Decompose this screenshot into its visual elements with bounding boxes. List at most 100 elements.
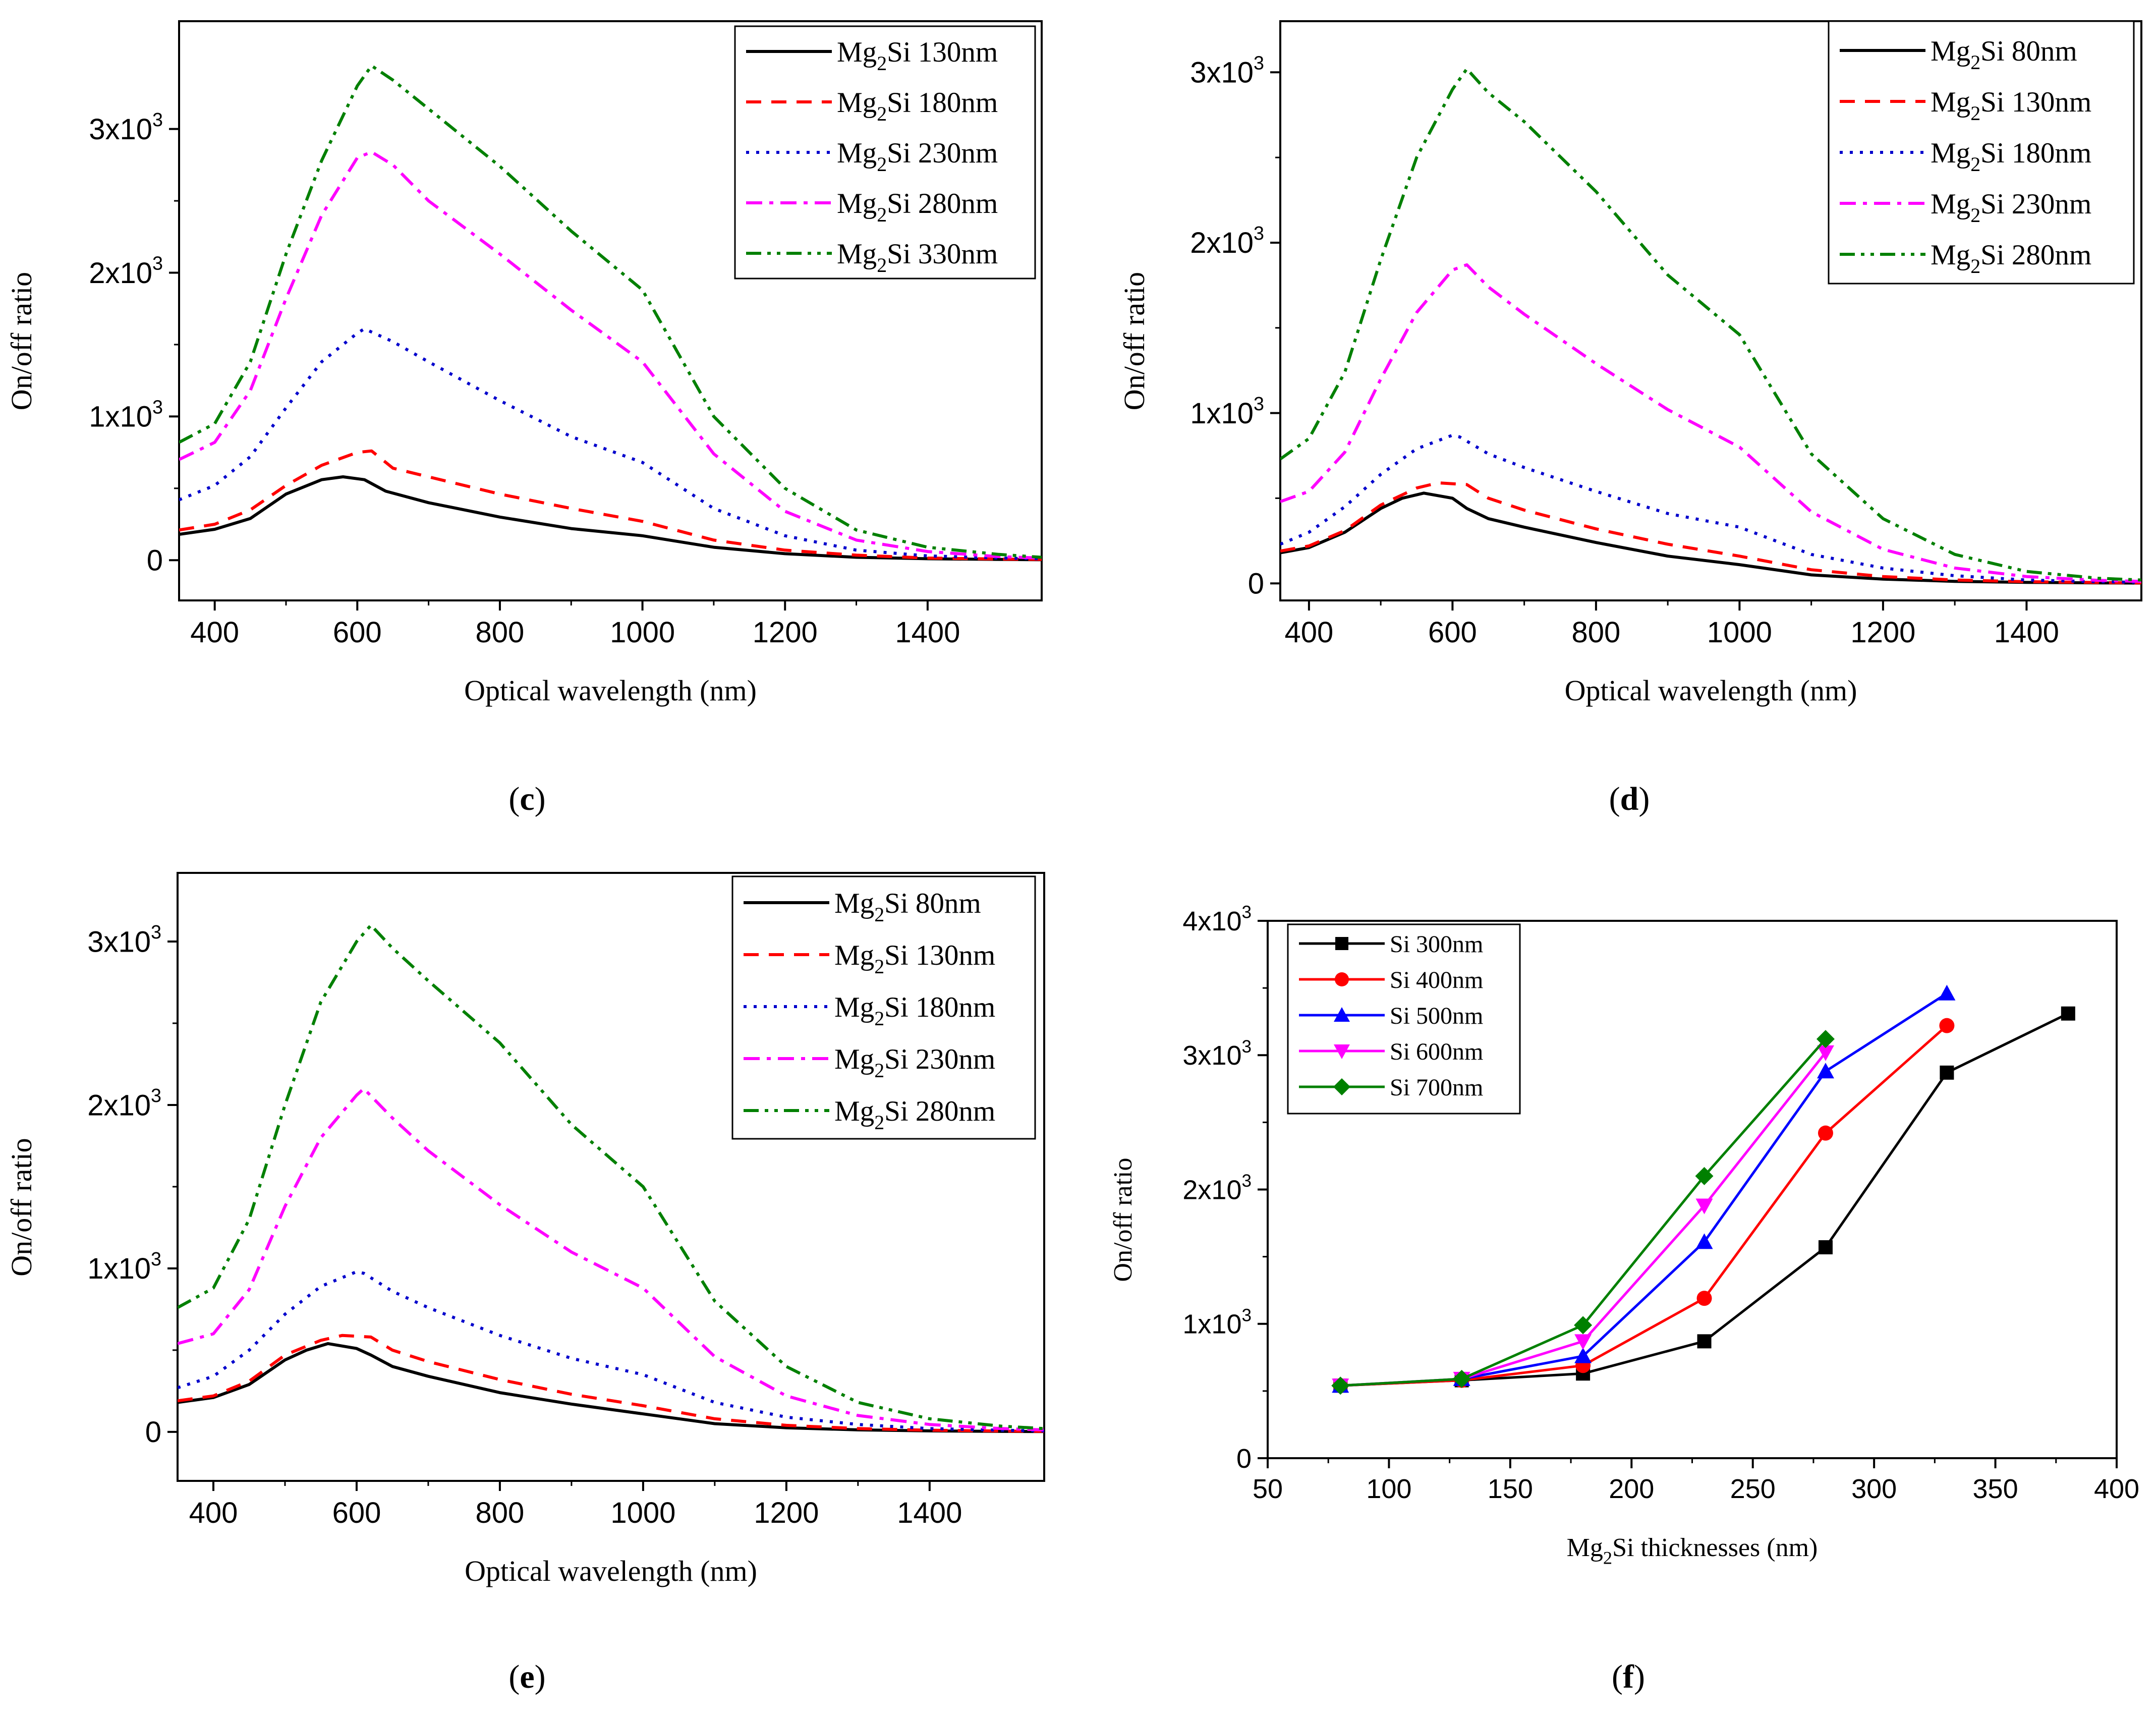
x-tick-label: 100 <box>1366 1474 1411 1504</box>
y-tick-label: 3x103 <box>89 109 163 146</box>
x-tick-label: 350 <box>1973 1474 2018 1504</box>
y-tick-label: 0 <box>145 1416 161 1449</box>
legend-label-0: Mg2Si 130nm <box>837 36 998 75</box>
series-line-4 <box>179 64 1042 559</box>
x-tick-label: 800 <box>1572 616 1621 649</box>
legend-label-3: Mg2Si 280nm <box>837 188 998 226</box>
plot-frame <box>178 20 1043 601</box>
legend: Mg2Si 80nm Mg2Si 130nm Mg2Si 180nm Mg2Si 23… <box>731 875 1036 1140</box>
legend-box <box>1828 20 2135 285</box>
y-tick-label: 0 <box>1236 1444 1252 1474</box>
chart-panel-f: 50 100 150 200 250 300 350 400 0 1x103 2x103 3x103 4… <box>1109 903 2139 1695</box>
legend-marker-3 <box>1334 1044 1350 1059</box>
series-line-2 <box>179 327 1042 561</box>
y-tick-label: 0 <box>1248 568 1264 600</box>
x-tick-label: 400 <box>1285 616 1334 649</box>
y-tick-label: 3x103 <box>1182 1037 1252 1071</box>
legend-label-4: Mg2Si 280nm <box>1931 239 2091 278</box>
y-tick-label: 1x103 <box>1190 393 1264 430</box>
series-line-1 <box>179 449 1042 561</box>
data-point-0 <box>2061 1006 2075 1021</box>
data-point-3 <box>1695 1198 1713 1214</box>
panel-caption: (d) <box>1609 781 1650 817</box>
series-line-3 <box>1280 263 2141 583</box>
legend-label-2: Mg2Si 180nm <box>834 991 995 1030</box>
y-axis-label: On/off ratio <box>1109 1158 1138 1282</box>
legend-box <box>1287 923 1521 1115</box>
y-axis-label: On/off ratio <box>5 1138 38 1276</box>
legend-label-4: Mg2Si 330nm <box>837 238 998 277</box>
x-tick-label: 200 <box>1609 1474 1654 1504</box>
series-line-3 <box>179 150 1042 560</box>
y-tick-label: 4x103 <box>1182 903 1252 936</box>
y-tick-label: 1x103 <box>1182 1305 1252 1339</box>
panel-caption: (e) <box>508 1658 545 1695</box>
data-point-2 <box>1695 1233 1713 1249</box>
legend-box <box>731 875 1036 1140</box>
plot-frame <box>1279 20 2142 601</box>
series-line-4 <box>178 923 1044 1430</box>
data-point-3 <box>1574 1334 1592 1350</box>
series-line-0 <box>178 1342 1044 1433</box>
series-line-2 <box>178 1270 1044 1432</box>
legend: Mg2Si 80nm Mg2Si 130nm Mg2Si 180nm Mg2Si 23… <box>1828 20 2135 285</box>
y-tick-label: 3x103 <box>1190 52 1264 89</box>
chart-panel-d: 400 600 800 1000 1200 1400 0 1x103 2x103 3x103 Opt… <box>1118 20 2142 817</box>
legend-marker-0 <box>1335 937 1348 950</box>
legend-label-0: Si 300nm <box>1390 931 1483 958</box>
y-tick-label: 1x103 <box>89 397 163 433</box>
x-tick-label: 1000 <box>610 1497 675 1529</box>
y-axis-label: On/off ratio <box>1118 272 1151 410</box>
legend: Mg2Si 130nm Mg2Si 180nm Mg2Si 230nm Mg2Si 2… <box>734 25 1036 280</box>
chart-panel-e: 400 600 800 1000 1200 1400 0 1x103 2x103 3x103 Opt… <box>5 872 1045 1695</box>
x-tick-label: 600 <box>1428 616 1477 649</box>
legend-label-3: Mg2Si 230nm <box>1931 188 2091 227</box>
data-point-4 <box>1574 1316 1593 1335</box>
x-tick-label: 300 <box>1851 1474 1897 1504</box>
legend-label-3: Si 600nm <box>1390 1038 1483 1065</box>
y-tick-label: 2x103 <box>1190 223 1264 259</box>
y-tick-label: 2x103 <box>87 1085 161 1122</box>
y-tick-label: 3x103 <box>87 921 161 958</box>
x-tick-label: 50 <box>1253 1474 1283 1504</box>
x-tick-label: 400 <box>2094 1474 2139 1504</box>
legend-marker-1 <box>1335 972 1349 986</box>
series-line-0 <box>1280 491 2141 585</box>
x-axis-label: Optical wavelength (nm) <box>465 1555 757 1587</box>
data-point-2 <box>1817 1063 1834 1079</box>
legend-label-0: Mg2Si 80nm <box>834 888 981 926</box>
x-tick-label: 1000 <box>610 616 675 649</box>
data-point-2 <box>1574 1347 1592 1363</box>
legend-label-1: Mg2Si 130nm <box>1931 86 2091 125</box>
y-tick-label: 2x103 <box>89 253 163 290</box>
plot-frame <box>177 872 1045 1482</box>
data-point-0 <box>1818 1240 1833 1254</box>
legend-label-1: Mg2Si 180nm <box>837 87 998 125</box>
x-axis-label: Optical wavelength (nm) <box>464 674 757 707</box>
data-point-1 <box>1818 1125 1833 1141</box>
legend-label-2: Mg2Si 180nm <box>1931 137 2091 176</box>
x-tick-label: 1200 <box>1850 616 1915 649</box>
data-point-4 <box>1816 1030 1835 1048</box>
x-tick-label: 250 <box>1730 1474 1776 1504</box>
data-point-0 <box>1697 1334 1712 1349</box>
series-line-4 <box>1280 67 2141 582</box>
series-line-1 <box>178 1334 1044 1433</box>
data-point-3 <box>1817 1045 1834 1061</box>
legend-label-2: Si 500nm <box>1390 1003 1483 1029</box>
data-point-1 <box>1696 1291 1712 1306</box>
x-tick-label: 1200 <box>753 616 818 649</box>
x-tick-label: 400 <box>189 1497 238 1529</box>
legend-marker-4 <box>1333 1078 1350 1095</box>
legend-label-4: Mg2Si 280nm <box>834 1095 995 1134</box>
legend-label-1: Si 400nm <box>1390 967 1483 993</box>
x-tick-label: 400 <box>190 616 239 649</box>
y-tick-label: 0 <box>147 544 163 577</box>
chart-panel-c: 400 600 800 1000 1200 1400 0 1x103 2x103 3x103 Opt… <box>5 20 1043 817</box>
x-axis-label: Optical wavelength (nm) <box>1565 674 1857 707</box>
legend-label-0: Mg2Si 80nm <box>1931 35 2077 74</box>
series-group <box>1331 984 2075 1395</box>
x-tick-label: 800 <box>476 1497 525 1529</box>
x-tick-label: 600 <box>332 1497 381 1529</box>
x-tick-label: 1200 <box>754 1497 819 1529</box>
